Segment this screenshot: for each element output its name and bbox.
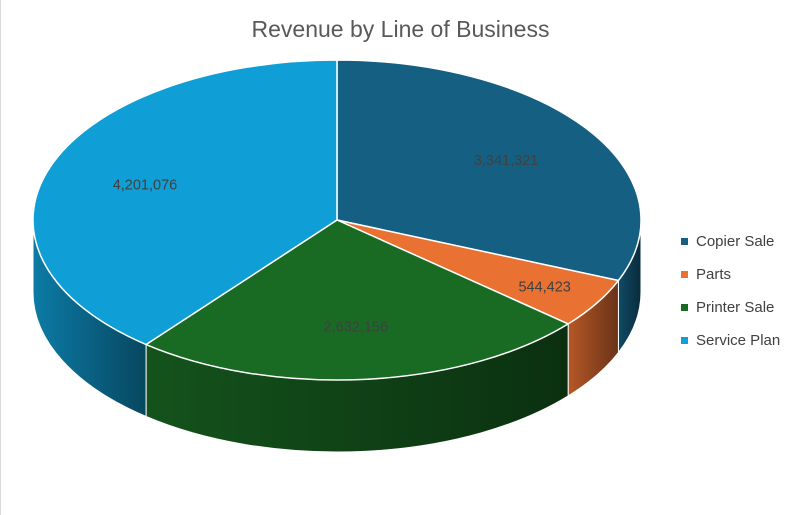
- pie-top-faces: [32, 59, 642, 381]
- legend-item-printer-sale[interactable]: Printer Sale: [681, 291, 780, 324]
- legend-swatch: [681, 304, 688, 311]
- legend-label: Parts: [696, 266, 732, 283]
- chart-title: Revenue by Line of Business: [251, 16, 550, 42]
- data-label-printer-sale: 2,632,156: [324, 320, 389, 336]
- pie-slice-service-plan[interactable]: [32, 59, 338, 346]
- pie-slice-printer-sale[interactable]: [145, 219, 569, 381]
- legend-item-service-plan[interactable]: Service Plan: [681, 324, 780, 357]
- legend-swatch: [681, 337, 688, 344]
- pie-slice-copier-sale[interactable]: [336, 59, 642, 282]
- chart-legend: Copier Sale Parts Printer Sale Service Plan: [681, 225, 780, 357]
- legend-label: Copier Sale: [696, 233, 775, 250]
- legend-item-copier-sale[interactable]: Copier Sale: [681, 225, 780, 258]
- data-label-parts: 544,423: [518, 280, 570, 296]
- legend-swatch: [681, 271, 688, 278]
- data-label-copier-sale: 3,341,321: [474, 153, 539, 169]
- legend-item-parts[interactable]: Parts: [681, 258, 780, 291]
- legend-label: Service Plan: [696, 332, 781, 349]
- legend-swatch: [681, 238, 688, 245]
- legend-label: Printer Sale: [696, 299, 775, 316]
- data-label-service-plan: 4,201,076: [113, 177, 178, 193]
- pie-data-labels: 3,341,321 544,423 2,632,156 4,201,076: [113, 153, 571, 336]
